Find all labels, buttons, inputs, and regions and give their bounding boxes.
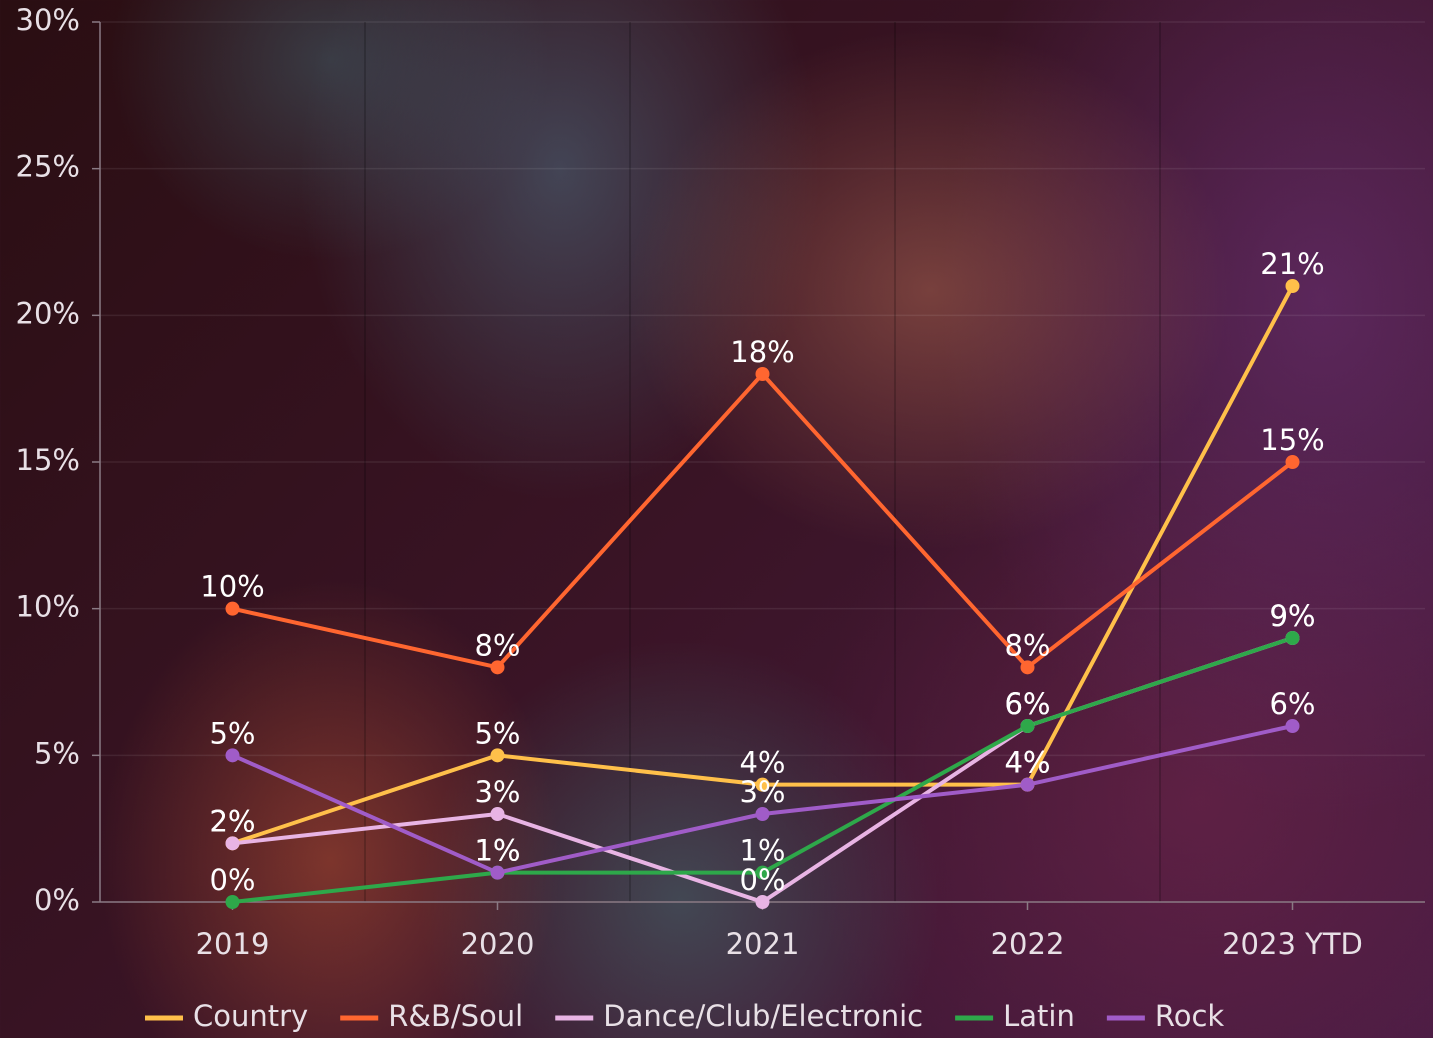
data-point — [755, 895, 770, 909]
y-tick-label: 0% — [34, 883, 80, 917]
data-point — [755, 777, 770, 792]
data-point — [490, 807, 505, 821]
data-point — [1285, 631, 1300, 645]
y-tick-label: 15% — [16, 443, 80, 477]
data-label: 0% — [209, 863, 255, 897]
data-label: 10% — [200, 570, 264, 604]
data-point — [490, 660, 505, 675]
data-point — [225, 748, 240, 763]
x-tick-label: 2021 — [726, 927, 800, 961]
x-tick-label: 2023 YTD — [1222, 927, 1363, 961]
y-tick-label: 30% — [16, 3, 80, 37]
legend-label: R&B/Soul — [388, 999, 523, 1033]
data-point — [1285, 279, 1300, 293]
data-label: 4% — [1004, 746, 1050, 780]
data-label: 8% — [474, 628, 520, 662]
y-tick-label: 10% — [16, 590, 80, 624]
data-point — [755, 367, 770, 381]
data-label: 6% — [1004, 687, 1050, 721]
data-label: 1% — [474, 834, 520, 868]
data-point — [1285, 719, 1300, 733]
legend-label: Latin — [1003, 999, 1075, 1033]
data-label: 15% — [1260, 423, 1324, 457]
data-label: 4% — [739, 746, 785, 780]
data-point — [1020, 719, 1035, 733]
data-label: 2% — [209, 804, 255, 838]
legend-label: Country — [193, 999, 308, 1033]
data-label: 3% — [474, 775, 520, 809]
data-point — [225, 895, 240, 909]
data-label: 8% — [1004, 628, 1050, 662]
x-tick-label: 2020 — [461, 927, 535, 961]
data-label: 1% — [474, 834, 520, 868]
y-tick-label: 25% — [16, 150, 80, 184]
data-label: 6% — [1269, 687, 1315, 721]
data-label: 2% — [209, 804, 255, 838]
data-label: 6% — [1004, 687, 1050, 721]
y-tick-label: 5% — [34, 736, 80, 770]
data-point — [225, 601, 240, 616]
series-line — [232, 372, 1294, 670]
data-label: 9% — [1269, 599, 1315, 633]
x-tick-label: 2019 — [196, 927, 270, 961]
data-label: 21% — [1260, 247, 1324, 281]
data-point — [1020, 777, 1035, 792]
data-label: 3% — [739, 775, 785, 809]
data-point — [490, 865, 505, 880]
legend-label: Dance/Club/Electronic — [603, 999, 923, 1033]
legend-label: Rock — [1155, 999, 1225, 1033]
data-label: 4% — [1004, 746, 1050, 780]
data-label: 5% — [474, 716, 520, 750]
data-label: 5% — [209, 716, 255, 750]
data-label: 18% — [730, 335, 794, 369]
data-label: 0% — [739, 863, 785, 897]
data-label: 9% — [1269, 599, 1315, 633]
data-point — [490, 748, 505, 763]
data-point — [225, 836, 240, 851]
data-point — [755, 865, 770, 880]
data-label: 1% — [739, 834, 785, 868]
data-point — [1020, 660, 1035, 675]
x-tick-label: 2022 — [991, 927, 1065, 961]
y-tick-label: 20% — [16, 296, 80, 330]
data-point — [755, 807, 770, 821]
data-point — [1285, 455, 1300, 469]
